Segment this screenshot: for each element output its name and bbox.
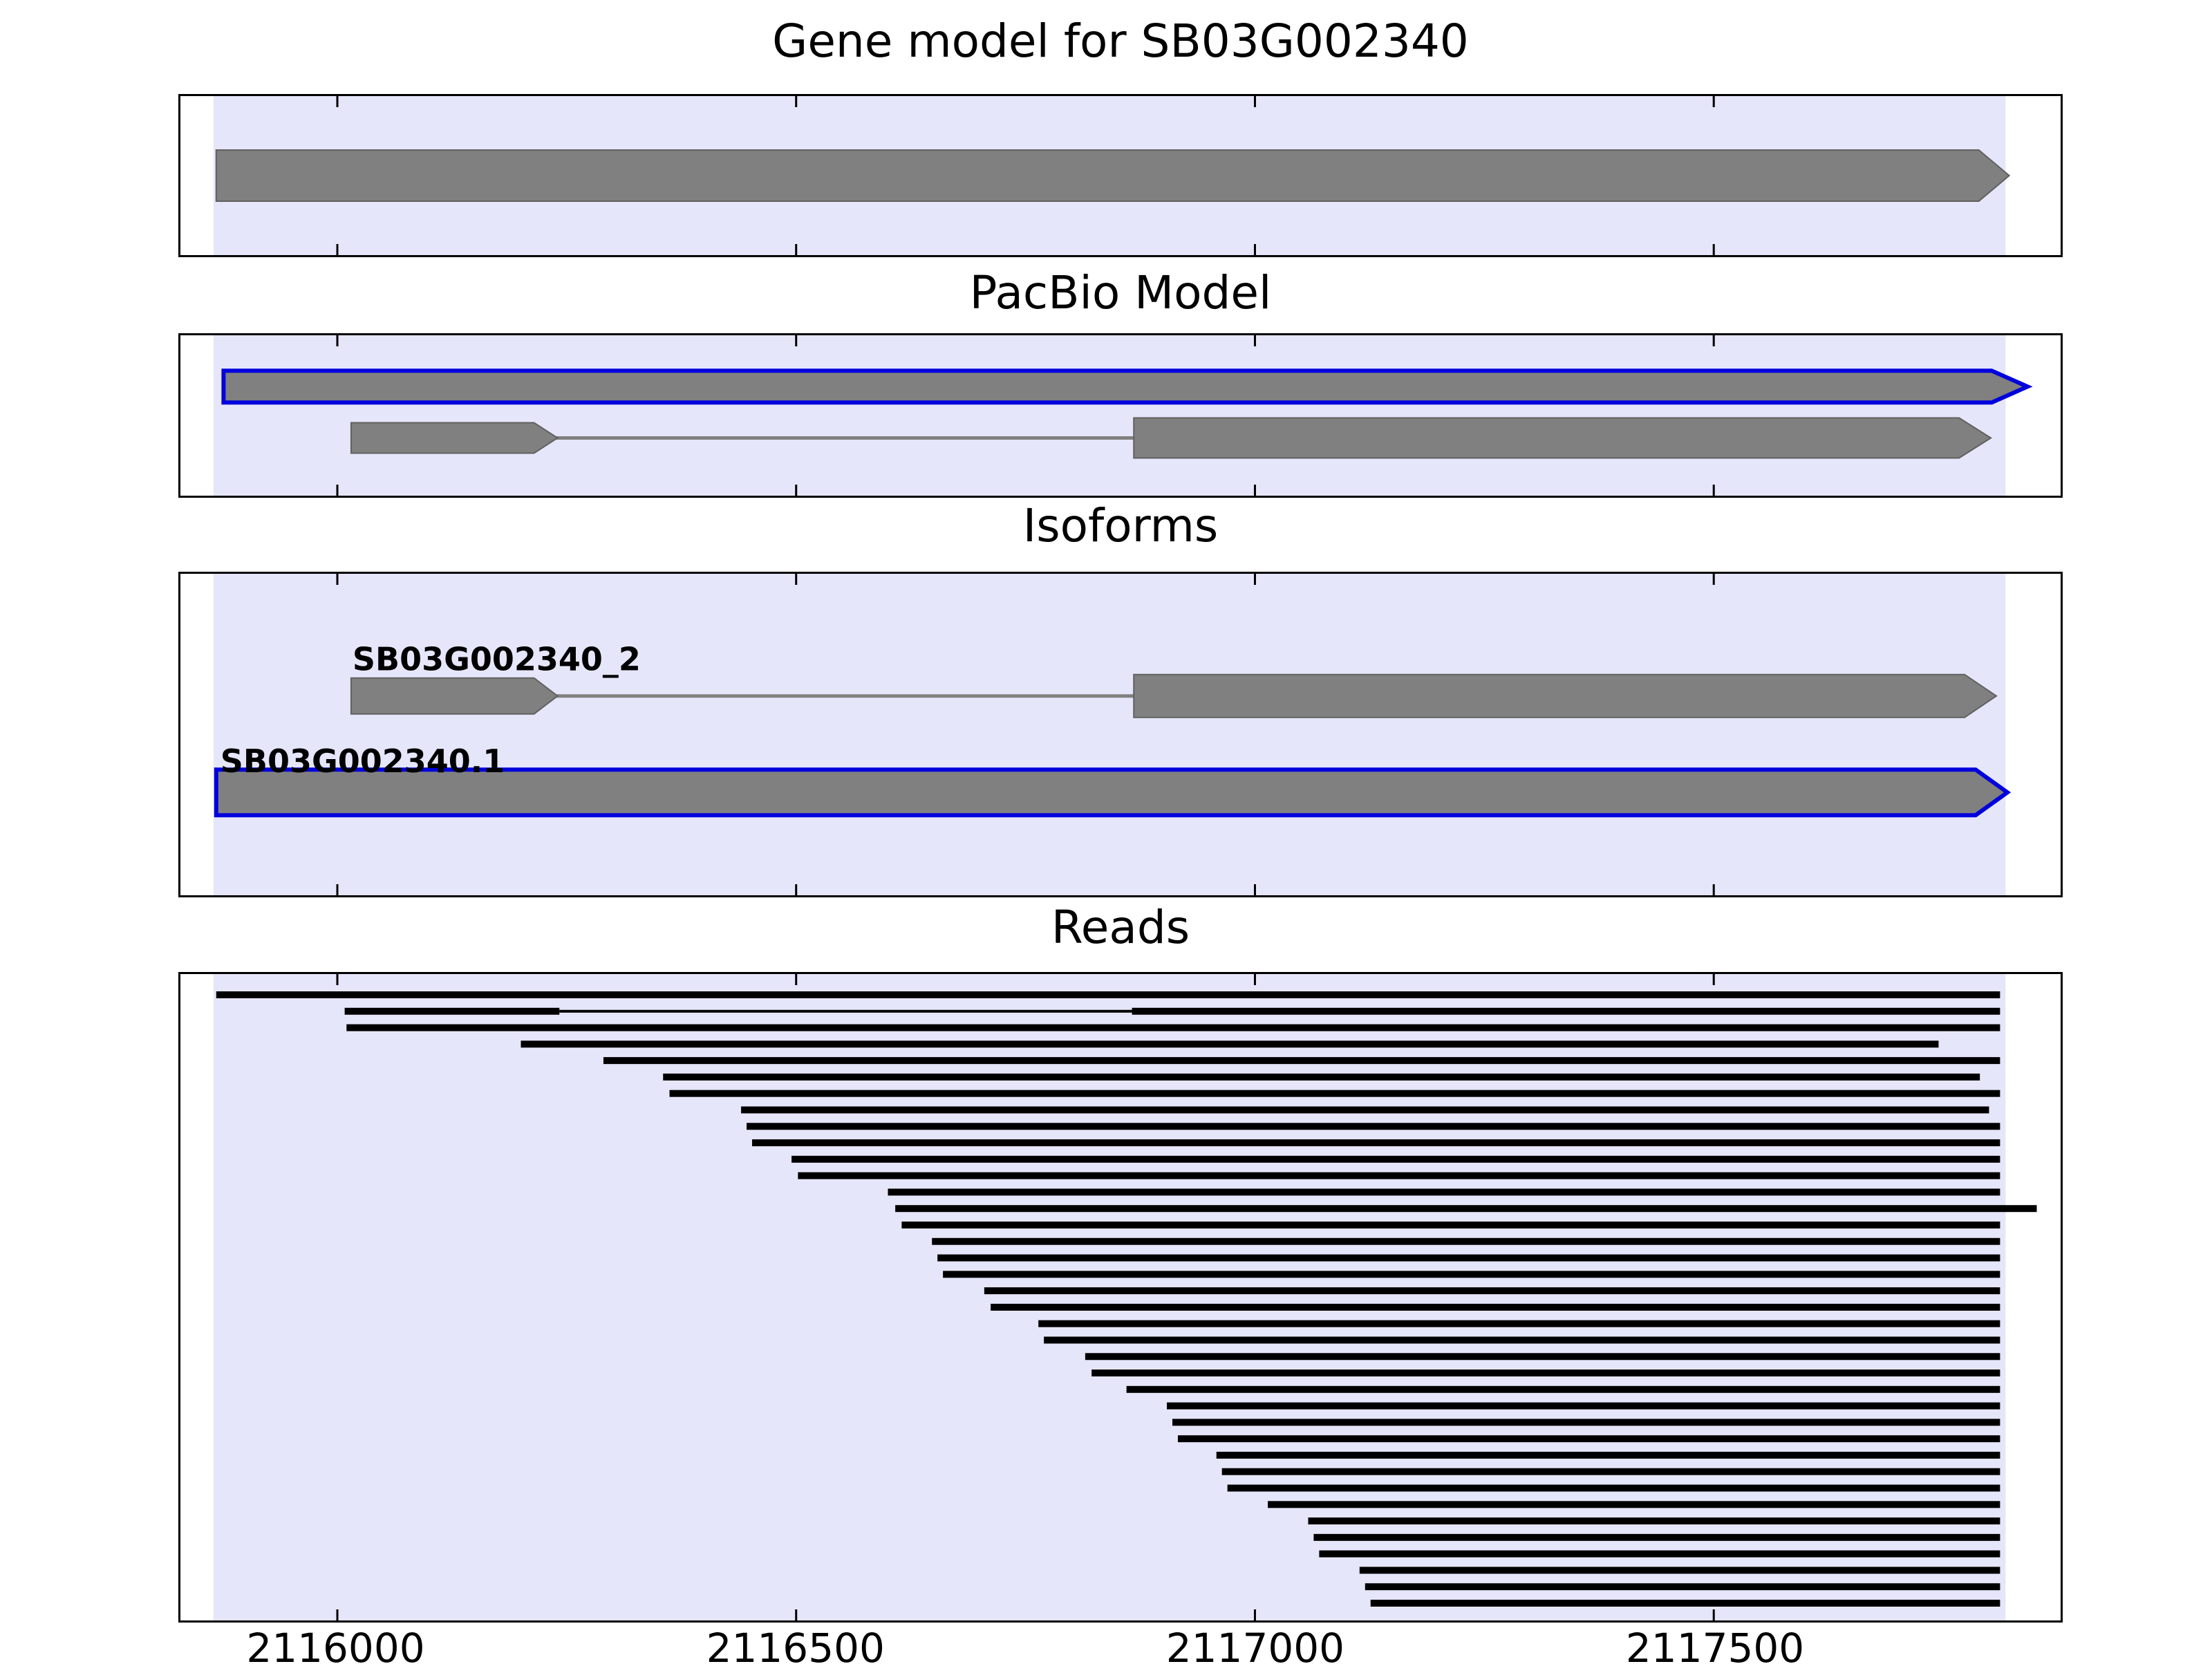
exon-arrow [350,677,559,715]
read [984,1287,2000,1295]
exon-arrow [350,422,559,454]
read [752,1139,2000,1147]
read [1370,1600,2000,1607]
read [1308,1517,2000,1525]
isoform-label: SB03G002340_2 [353,641,641,678]
x-tick-label: 2117500 [1625,1625,1805,1672]
read [669,1090,2000,1097]
read [1044,1336,2000,1344]
isoform-label: SB03G002340.1 [221,742,505,780]
read [741,1106,1989,1114]
read [1126,1385,2000,1393]
x-axis: 2116000 2116500 2117000 2117500 [178,1625,2063,1673]
read [1172,1419,2000,1426]
read [521,1040,1939,1048]
pacbio-model-track [213,335,2033,496]
x-tick-label: 2116500 [706,1625,885,1672]
highlight-region [213,574,2006,895]
read [1221,1468,2000,1475]
read [798,1172,2000,1179]
read [1091,1370,2000,1377]
read [1038,1320,2000,1327]
isoforms-panel: SB03G002340_2 SB03G002340.1 [178,572,2063,897]
exon-arrow [1133,673,1998,718]
pacbio-model-panel [178,333,2063,498]
panel-title-isoforms: Isoforms [1022,499,1219,552]
exon-arrow [1133,417,1992,459]
read [1216,1451,2000,1459]
read [1268,1501,2000,1508]
gene-model-panel [178,94,2063,257]
read [791,1155,2000,1163]
panel-title-reads: Reads [1051,901,1190,954]
read [1167,1402,2000,1410]
read [932,1237,2000,1245]
read [346,1024,2000,1031]
read [943,1271,2000,1278]
read [216,991,2000,998]
read [895,1205,2037,1213]
read [747,1123,2000,1130]
panel-title-gene-model: Gene model for SB03G002340 [772,15,1469,68]
read [888,1188,2000,1196]
isoform-arrow [214,767,2012,818]
read [937,1254,2000,1262]
read [1365,1583,2000,1591]
read [1085,1353,2000,1361]
gene-arrow [221,368,2033,405]
read [991,1303,2000,1311]
read [1227,1484,2000,1492]
gene-arrow [215,149,2011,202]
reads-panel [178,972,2063,1623]
read [1319,1550,2000,1558]
gene-model-track [213,96,2011,255]
read [663,1073,1980,1081]
read [901,1221,2000,1228]
read [1359,1567,2000,1574]
read-gap [559,1009,1132,1013]
reads-track [213,974,2037,1620]
read [344,1007,560,1015]
x-tick-label: 2116000 [246,1625,425,1672]
read [1313,1533,2000,1541]
panel-title-pacbio-model: PacBio Model [969,266,1272,319]
read [1132,1007,2000,1015]
read [1177,1435,2000,1443]
x-tick-label: 2117000 [1165,1625,1345,1672]
isoforms-track: SB03G002340_2 SB03G002340.1 [213,574,2012,895]
highlight-region [213,974,2006,1620]
read [603,1057,2000,1065]
highlight-region [213,335,2006,496]
